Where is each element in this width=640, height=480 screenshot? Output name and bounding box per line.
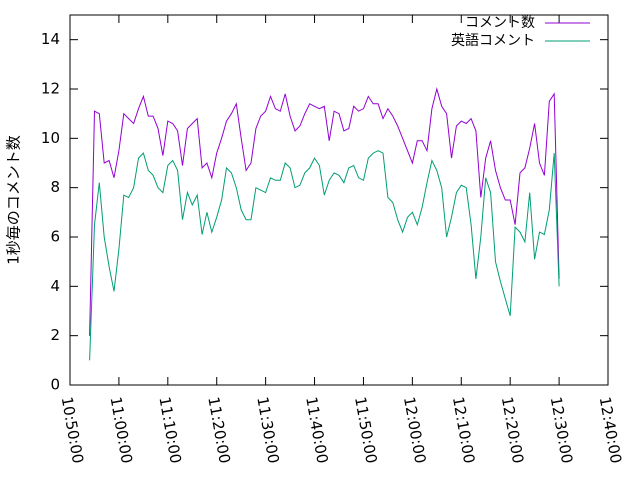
x-tick-label: 10:50:00 [58,395,87,464]
y-tick-label: 0 [50,376,60,394]
y-tick-label: 12 [41,80,60,98]
y-tick-label: 10 [41,129,60,147]
y-tick-label: 2 [50,326,60,344]
y-tick-label: 6 [50,228,60,246]
x-tick-label: 11:10:00 [155,395,184,464]
plot-frame [69,14,609,386]
y-tick-label: 4 [50,277,60,295]
x-tick-label: 12:30:00 [547,395,576,464]
series-line [89,87,560,336]
y-axis-label: 1秒毎のコメント数 [5,135,23,265]
x-tick-label: 12:20:00 [498,395,527,464]
x-tick-label: 12:10:00 [449,395,478,464]
x-tick-label: 12:00:00 [400,395,429,464]
x-tick-label: 12:40:00 [596,395,625,464]
legend-label: コメント数 [465,15,535,31]
x-tick-label: 11:30:00 [253,395,282,464]
x-tick-label: 11:00:00 [107,395,136,464]
x-tick-label: 11:20:00 [204,395,233,464]
x-tick-label: 11:40:00 [302,395,331,464]
y-tick-label: 8 [50,178,60,196]
series-line [89,150,560,361]
legend-label: 英語コメント [451,32,535,49]
y-tick-label: 14 [41,30,60,48]
x-tick-label: 11:50:00 [351,395,380,464]
